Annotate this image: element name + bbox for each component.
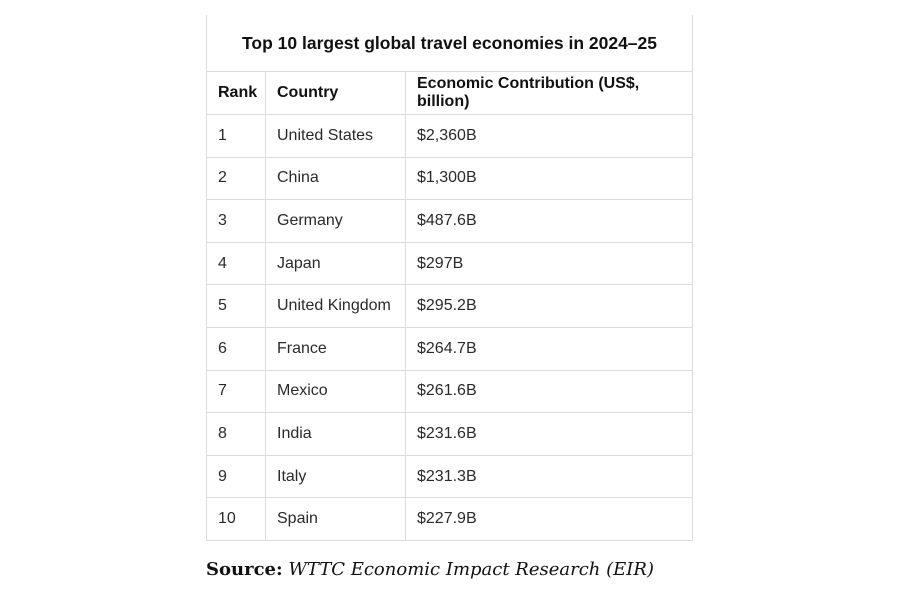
table-caption-row: Top 10 largest global travel economies i… — [205, 15, 694, 72]
column-header-economic-contribution: Economic Contribution (US$, billion) — [404, 71, 694, 115]
country-cell: Japan — [265, 241, 406, 286]
value-cell: $231.6B — [404, 412, 694, 456]
country-cell: France — [265, 326, 406, 371]
rank-cell: 3 — [206, 199, 266, 243]
rank-cell: 5 — [206, 284, 266, 328]
country-cell: United Kingdom — [265, 284, 406, 328]
source-label: Source: — [206, 559, 283, 580]
table-row: 10 Spain $227.9B — [206, 497, 694, 541]
country-cell: China — [265, 156, 406, 201]
country-cell: Spain — [265, 497, 406, 541]
column-header-rank: Rank — [206, 71, 266, 115]
table-row: 1 United States $2,360B — [206, 114, 694, 158]
table-row: 3 Germany $487.6B — [206, 199, 694, 243]
value-cell: $297B — [404, 241, 694, 286]
rank-cell: 6 — [206, 326, 266, 371]
country-cell: Germany — [265, 199, 406, 243]
rank-cell: 4 — [206, 241, 266, 286]
value-cell: $2,360B — [404, 114, 694, 158]
country-cell: United States — [265, 114, 406, 158]
value-cell: $487.6B — [404, 199, 694, 243]
rank-cell: 7 — [206, 369, 266, 414]
rank-cell: 1 — [206, 114, 266, 158]
country-cell: Italy — [265, 454, 406, 499]
rank-cell: 8 — [206, 412, 266, 456]
rank-cell: 10 — [206, 497, 266, 541]
table-header-row: Rank Country Economic Contribution (US$,… — [206, 71, 694, 115]
table-row: 6 France $264.7B — [206, 326, 694, 371]
table-row: 2 China $1,300B — [206, 156, 694, 201]
source-citation: Source: WTTC Economic Impact Research (E… — [206, 559, 654, 580]
value-cell: $264.7B — [404, 326, 694, 371]
column-header-country: Country — [265, 71, 406, 115]
value-cell: $261.6B — [404, 369, 694, 414]
travel-economies-table: Top 10 largest global travel economies i… — [205, 15, 694, 541]
value-cell: $231.3B — [404, 454, 694, 499]
rank-cell: 2 — [206, 156, 266, 201]
value-cell: $227.9B — [404, 497, 694, 541]
travel-economies-table-container: Top 10 largest global travel economies i… — [205, 15, 694, 541]
table-row: 9 Italy $231.3B — [206, 454, 694, 499]
source-text: WTTC Economic Impact Research (EIR) — [288, 559, 654, 580]
table-title: Top 10 largest global travel economies i… — [205, 15, 694, 72]
table-row: 5 United Kingdom $295.2B — [206, 284, 694, 328]
country-cell: Mexico — [265, 369, 406, 414]
table-row: 4 Japan $297B — [206, 241, 694, 286]
country-cell: India — [265, 412, 406, 456]
table-row: 8 India $231.6B — [206, 412, 694, 456]
table-row: 7 Mexico $261.6B — [206, 369, 694, 414]
value-cell: $295.2B — [404, 284, 694, 328]
rank-cell: 9 — [206, 454, 266, 499]
value-cell: $1,300B — [404, 156, 694, 201]
